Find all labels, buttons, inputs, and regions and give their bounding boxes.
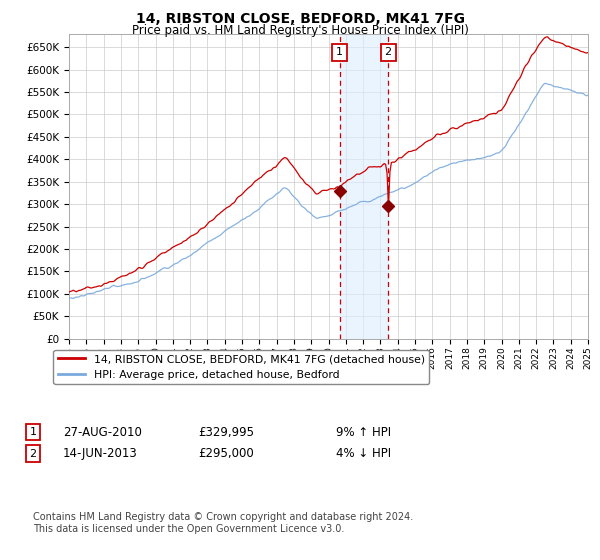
Text: 14-JUN-2013: 14-JUN-2013 bbox=[63, 447, 138, 460]
Text: Price paid vs. HM Land Registry's House Price Index (HPI): Price paid vs. HM Land Registry's House … bbox=[131, 24, 469, 36]
Text: 2: 2 bbox=[385, 48, 392, 58]
Text: 4% ↓ HPI: 4% ↓ HPI bbox=[336, 447, 391, 460]
Text: £295,000: £295,000 bbox=[198, 447, 254, 460]
Text: 14, RIBSTON CLOSE, BEDFORD, MK41 7FG: 14, RIBSTON CLOSE, BEDFORD, MK41 7FG bbox=[136, 12, 464, 26]
Text: 1: 1 bbox=[29, 427, 37, 437]
Text: 2: 2 bbox=[29, 449, 37, 459]
Text: 9% ↑ HPI: 9% ↑ HPI bbox=[336, 426, 391, 439]
Text: 1: 1 bbox=[336, 48, 343, 58]
Text: 27-AUG-2010: 27-AUG-2010 bbox=[63, 426, 142, 439]
Text: Contains HM Land Registry data © Crown copyright and database right 2024.
This d: Contains HM Land Registry data © Crown c… bbox=[33, 512, 413, 534]
Text: £329,995: £329,995 bbox=[198, 426, 254, 439]
Legend: 14, RIBSTON CLOSE, BEDFORD, MK41 7FG (detached house), HPI: Average price, detac: 14, RIBSTON CLOSE, BEDFORD, MK41 7FG (de… bbox=[53, 350, 429, 384]
Bar bbox=[340, 34, 388, 339]
